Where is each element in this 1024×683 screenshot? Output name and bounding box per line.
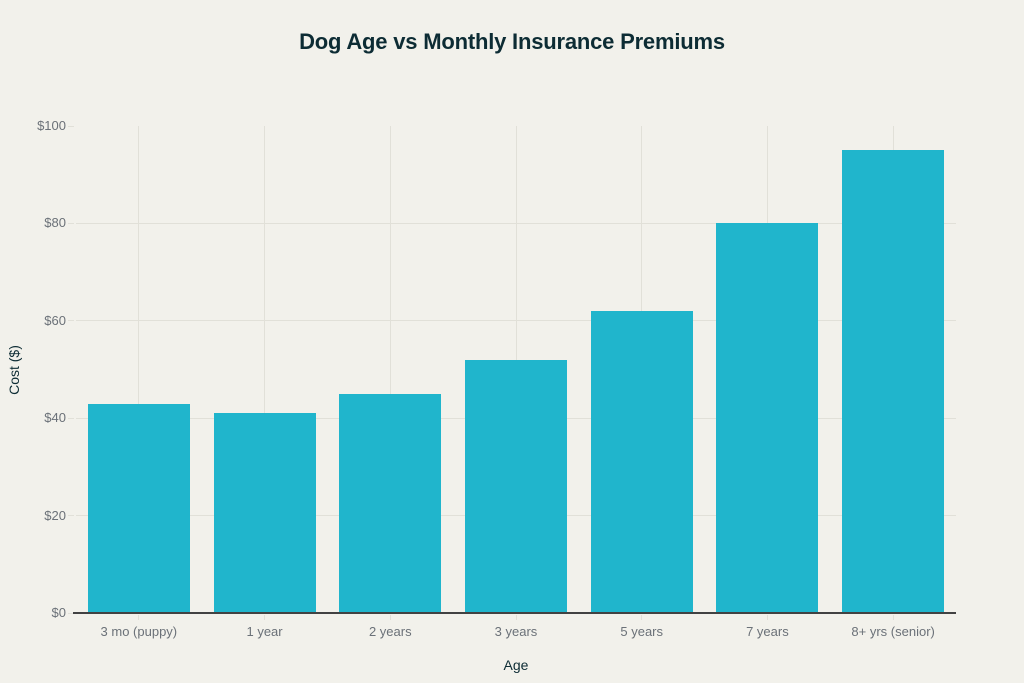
bar xyxy=(339,394,441,613)
x-tick-label: 3 years xyxy=(494,624,538,639)
x-tick-mark xyxy=(892,615,894,620)
bar xyxy=(465,360,567,613)
y-tick-label: $80 xyxy=(44,215,66,231)
y-tick-label: $0 xyxy=(51,605,66,620)
y-tick-label: $100 xyxy=(37,118,66,133)
x-axis-line xyxy=(73,612,956,614)
x-tick-label: 2 years xyxy=(368,624,412,639)
y-tick-label: $20 xyxy=(44,507,66,523)
x-tick-mark xyxy=(389,615,391,620)
x-tick-mark xyxy=(641,615,643,620)
y-tick-label: $40 xyxy=(44,410,66,426)
x-gridline xyxy=(264,126,266,613)
x-tick-label: 1 year xyxy=(246,624,283,639)
x-tick-label: 7 years xyxy=(746,624,789,639)
x-tick-mark xyxy=(766,615,768,620)
bar xyxy=(842,150,944,613)
x-tick-mark xyxy=(138,615,140,620)
y-tick-mark xyxy=(68,125,74,127)
x-axis-title: Age xyxy=(503,657,529,673)
x-tick-mark xyxy=(264,615,266,620)
y-tick-mark xyxy=(68,320,74,322)
x-tick-label: 5 years xyxy=(620,624,664,639)
bar xyxy=(716,223,818,613)
x-tick-label: 8+ yrs (senior) xyxy=(851,624,935,639)
y-tick-mark xyxy=(68,417,74,419)
plot-area xyxy=(76,126,956,613)
y-tick-mark xyxy=(68,515,74,517)
x-gridline xyxy=(138,126,140,613)
y-tick-label: $60 xyxy=(44,312,66,328)
y-tick-mark xyxy=(68,222,74,224)
chart-title: Dog Age vs Monthly Insurance Premiums xyxy=(299,29,725,54)
y-tick-mark xyxy=(68,612,74,614)
bar xyxy=(591,311,693,613)
x-gridline xyxy=(389,126,391,613)
bar xyxy=(88,404,190,613)
x-tick-label: 3 mo (puppy) xyxy=(100,624,178,639)
x-tick-mark xyxy=(515,615,517,620)
bar xyxy=(214,413,316,613)
